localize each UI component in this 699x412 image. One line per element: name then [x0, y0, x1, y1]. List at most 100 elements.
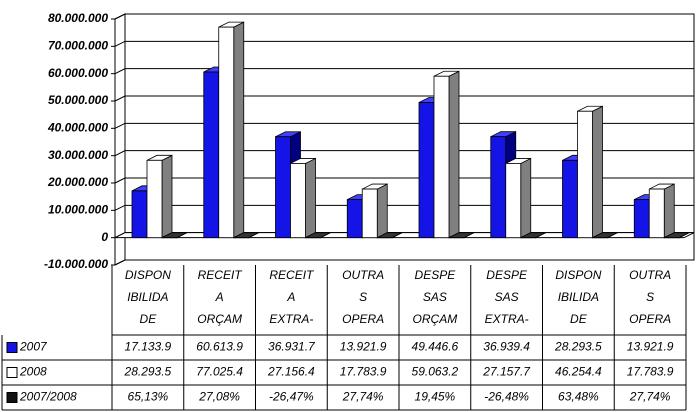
data-label: 46.254.4: [555, 365, 602, 379]
data-label: -26,48%: [484, 390, 529, 404]
bar-front: [131, 190, 148, 239]
bar-side: [376, 183, 388, 239]
bar-side: [161, 154, 173, 239]
bar: [376, 232, 403, 239]
y-tick-label: 0: [101, 230, 108, 244]
data-label: 27,74%: [342, 390, 384, 404]
x-tick-label: DE: [570, 312, 588, 326]
data-label: 27,08%: [198, 390, 240, 404]
x-tick-label: A: [286, 290, 295, 304]
bar: [592, 232, 618, 239]
grid-line: [114, 95, 694, 102]
grid-line: [114, 259, 694, 266]
x-tick-label: EXTRA-: [269, 312, 313, 326]
data-label: 63,48%: [558, 390, 599, 404]
x-tick-label: S: [646, 290, 654, 304]
x-tick-label: ORÇAM: [197, 312, 242, 326]
bar: [233, 232, 260, 239]
x-tick-label: DISPON: [125, 268, 171, 282]
data-label: 28.293.5: [554, 340, 602, 354]
y-tick-label: -10.000.000: [44, 257, 108, 271]
bar-front: [290, 163, 306, 239]
data-label: 17.783.9: [340, 365, 387, 379]
bar: [361, 183, 388, 239]
y-tick-label: 20.000.000: [47, 175, 108, 189]
bar-side: [233, 21, 245, 239]
bar: [505, 157, 532, 239]
bar-side: [592, 105, 603, 239]
grid-line: [114, 13, 694, 20]
data-label: 77.025.4: [196, 365, 243, 379]
x-tick-label: RECEIT: [269, 268, 315, 282]
legend-label: 2007: [19, 340, 48, 354]
bar-side: [448, 70, 460, 239]
data-label: 13.921.9: [340, 340, 387, 354]
bar-front: [275, 136, 291, 239]
data-label: 17.133.9: [125, 340, 172, 354]
bar-front: [633, 199, 650, 239]
grid-line: [114, 122, 694, 129]
data-label: 60.613.9: [196, 340, 243, 354]
data-label: 49.446.6: [412, 340, 459, 354]
x-tick-label: OUTRA: [342, 268, 384, 282]
bar: [290, 157, 316, 239]
legend-label: 2007/2008: [19, 390, 77, 404]
y-tick-label: 30.000.000: [48, 148, 108, 162]
bar-front: [505, 163, 522, 239]
bar-front: [433, 75, 450, 239]
x-tick-label: S: [359, 290, 367, 304]
x-tick-label: DE: [140, 312, 158, 326]
data-label: 65,13%: [128, 390, 169, 404]
bar: [663, 232, 690, 239]
x-tick-label: RECEIT: [198, 268, 244, 282]
bar-front: [577, 110, 593, 239]
bar-side: [520, 157, 532, 239]
data-label: 27.157.7: [482, 365, 531, 379]
legend-marker: [6, 392, 18, 403]
bar-front: [218, 26, 235, 239]
data-label: 36.939.4: [483, 340, 530, 354]
data-label: 19,45%: [415, 390, 456, 404]
y-tick-label: 10.000.000: [48, 203, 108, 217]
y-tick-label: 80.000.000: [48, 11, 108, 25]
data-label: 17.783.9: [627, 365, 674, 379]
bar: [648, 183, 675, 239]
x-tick-label: SAS: [495, 290, 519, 304]
data-label: 27,74%: [629, 390, 671, 404]
data-label: 36.931.7: [268, 340, 316, 354]
bar-side: [305, 157, 316, 239]
x-tick-label: DESPE: [415, 268, 457, 282]
y-tick-label: 60.000.000: [48, 66, 108, 80]
bar-front: [562, 159, 578, 239]
bar-side: [663, 183, 675, 239]
bar: [433, 70, 460, 239]
y-tick-label: 70.000.000: [48, 39, 108, 53]
bar: [520, 232, 547, 239]
legend-marker: [6, 367, 18, 378]
x-tick-label: A: [215, 290, 224, 304]
x-tick-label: DESPE: [486, 268, 528, 282]
data-label: 59.063.2: [412, 365, 459, 379]
grid-line: [114, 68, 694, 75]
x-tick-label: SAS: [423, 290, 447, 304]
bar-front: [146, 159, 163, 239]
x-tick-label: ORÇAM: [413, 312, 458, 326]
bar: [577, 105, 603, 239]
bar-front: [203, 71, 220, 239]
bar-front: [490, 136, 507, 239]
x-tick-label: OUTRA: [629, 268, 671, 282]
bar: [146, 154, 173, 239]
legend-marker: [6, 342, 18, 353]
x-tick-label: DISPON: [555, 268, 601, 282]
bar: [161, 232, 188, 239]
data-label: 28.293.5: [124, 365, 172, 379]
bar: [218, 21, 245, 239]
bar-front: [418, 102, 435, 239]
x-tick-label: EXTRA-: [485, 312, 529, 326]
bar: [305, 232, 331, 239]
bar-front: [361, 188, 378, 239]
bar: [448, 232, 475, 239]
y-tick-label: 50.000.000: [48, 93, 108, 107]
data-label: 13.921.9: [627, 340, 674, 354]
